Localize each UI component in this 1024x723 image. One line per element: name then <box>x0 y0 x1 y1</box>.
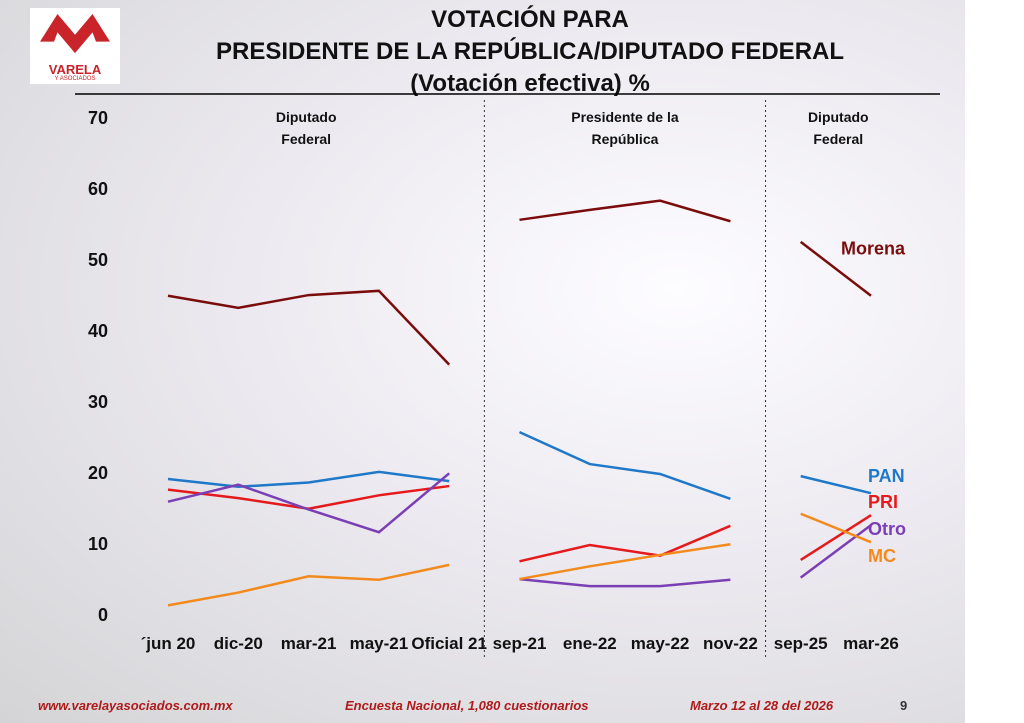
background <box>0 0 965 723</box>
logo-subtitle: Y ASOCIADOS <box>54 76 96 82</box>
y-tick-label: 70 <box>88 108 108 128</box>
logo-name: VARELA <box>48 62 102 77</box>
x-tick-label: mar-26 <box>843 634 899 653</box>
series-label: PAN <box>868 466 905 486</box>
title-line: VOTACIÓN PARA <box>431 6 629 33</box>
series-label: Morena <box>841 239 906 259</box>
y-tick-label: 50 <box>88 250 108 270</box>
x-tick-label: may-21 <box>349 634 409 653</box>
series-label: PRI <box>868 492 898 512</box>
title-line: (Votación efectiva) % <box>410 70 650 97</box>
series-label: MC <box>868 546 896 566</box>
x-tick-label: sep-25 <box>773 634 828 653</box>
series-line <box>167 472 872 588</box>
x-tick-label: ´jun 20 <box>140 634 196 653</box>
y-tick-label: 20 <box>88 463 108 483</box>
series-line <box>167 430 872 501</box>
x-tick-label: ene-22 <box>562 634 617 653</box>
x-tick-label: nov-22 <box>702 634 758 653</box>
footer-dates: Marzo 12 al 28 del 2026 <box>690 698 834 713</box>
logo: VARELA Y ASOCIADOS <box>30 8 120 84</box>
footer-page: 9 <box>900 698 908 713</box>
series-label: Otro <box>868 519 906 539</box>
y-tick-label: 10 <box>88 534 108 554</box>
series-line <box>167 512 872 607</box>
y-tick-label: 30 <box>88 392 108 412</box>
x-tick-label: dic-20 <box>213 634 263 653</box>
footer-survey: Encuesta Nacional, 1,080 cuestionarios <box>345 698 589 713</box>
x-tick-label: Oficial 21 <box>411 634 487 653</box>
title-line: PRESIDENTE DE LA REPÚBLICA/DIPUTADO FEDE… <box>215 38 845 65</box>
x-tick-label: mar-21 <box>280 634 337 653</box>
group-label: Diputado Federal <box>807 109 869 147</box>
x-tick-label: sep-21 <box>492 634 547 653</box>
footer-website: www.varelayasociados.com.mx <box>38 698 233 713</box>
x-tick-label: may-22 <box>630 634 690 653</box>
group-label: Diputado Federal <box>275 109 337 147</box>
y-tick-label: 40 <box>88 321 108 341</box>
group-label: Presidente de la República <box>571 109 679 147</box>
y-tick-label: 0 <box>98 605 108 625</box>
y-tick-label: 60 <box>88 179 108 199</box>
series-line <box>167 199 872 366</box>
